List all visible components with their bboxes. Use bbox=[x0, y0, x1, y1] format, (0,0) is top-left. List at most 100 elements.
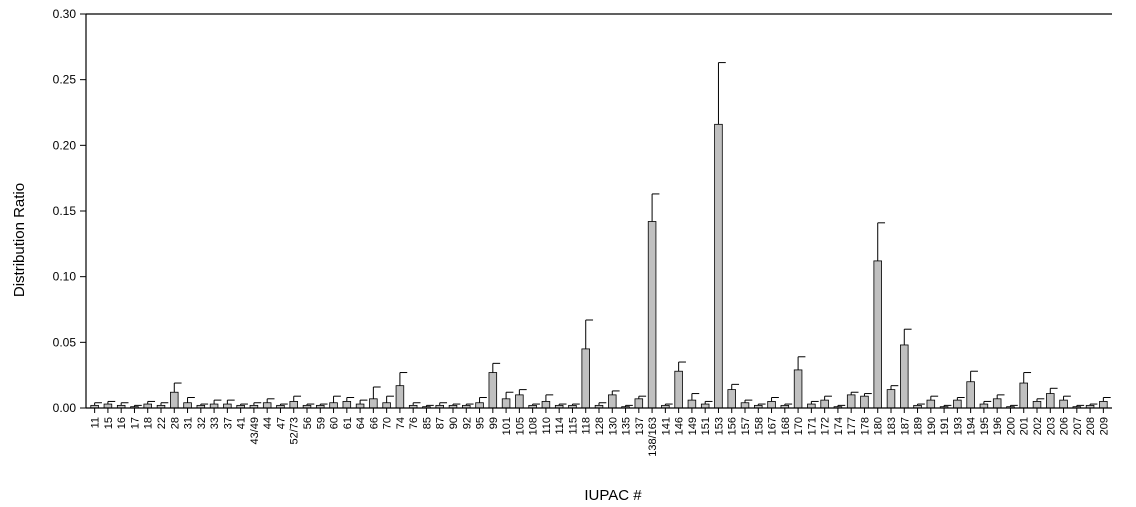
bar bbox=[488, 372, 498, 409]
bar bbox=[873, 260, 882, 409]
bar bbox=[515, 394, 524, 409]
x-tick-label: 32 bbox=[196, 417, 208, 429]
bars-layer bbox=[90, 123, 1108, 409]
x-tick-label: 151 bbox=[700, 417, 712, 435]
x-tick-label: 201 bbox=[1019, 417, 1031, 435]
y-tick-label: 0.15 bbox=[53, 204, 77, 218]
bar bbox=[674, 370, 683, 409]
x-ticks: 11 15 16 17 18 22 28 31 32 33 37 41 43/49 44 47 52/73 56… bbox=[90, 408, 1110, 457]
x-tick-label: 118 bbox=[581, 417, 593, 435]
x-tick-label: 90 bbox=[448, 417, 460, 429]
x-tick-label: 85 bbox=[421, 417, 433, 429]
bar bbox=[992, 398, 1002, 409]
x-tick-label: 33 bbox=[209, 417, 221, 429]
bar bbox=[183, 402, 192, 409]
bar bbox=[740, 402, 750, 409]
x-tick-label: 171 bbox=[806, 417, 818, 435]
y-tick-label: 0.05 bbox=[53, 335, 77, 349]
x-tick-label: 206 bbox=[1059, 417, 1071, 435]
x-tick-label: 105 bbox=[514, 417, 526, 435]
x-tick-label: 17 bbox=[129, 417, 141, 429]
x-tick-label: 108 bbox=[528, 417, 540, 435]
x-tick-label: 11 bbox=[90, 417, 102, 428]
x-tick-label: 172 bbox=[820, 417, 832, 435]
x-tick-label: 203 bbox=[1045, 417, 1057, 435]
bar bbox=[953, 399, 962, 409]
x-tick-label: 37 bbox=[222, 417, 234, 429]
x-tick-label: 167 bbox=[767, 417, 779, 435]
x-tick-label: 149 bbox=[687, 417, 699, 435]
x-tick-label: 195 bbox=[979, 417, 991, 435]
bar bbox=[714, 123, 723, 409]
error-bars-layer bbox=[94, 62, 1111, 407]
x-tick-label: 61 bbox=[342, 417, 354, 429]
bar bbox=[860, 395, 869, 409]
x-tick-label: 41 bbox=[236, 417, 248, 429]
axes-layer bbox=[85, 13, 1112, 409]
bar bbox=[900, 344, 909, 409]
bar bbox=[1019, 382, 1028, 409]
y-ticks: 0.00 0.05 0.10 0.15 0.20 0.25 0.30 bbox=[53, 7, 86, 415]
x-tick-label: 115 bbox=[567, 417, 579, 435]
bar bbox=[608, 394, 617, 409]
x-tick-label: 56 bbox=[302, 417, 314, 429]
x-tick-label: 44 bbox=[262, 417, 274, 429]
x-tick-label: 193 bbox=[952, 417, 964, 435]
y-tick-label: 0.10 bbox=[53, 270, 77, 284]
x-tick-label: 153 bbox=[713, 417, 725, 435]
bar bbox=[581, 348, 590, 409]
bar bbox=[541, 401, 551, 409]
bar bbox=[687, 399, 697, 409]
x-tick-label: 138/163 bbox=[647, 417, 659, 457]
x-tick-label: 170 bbox=[793, 417, 805, 435]
x-tick-label: 200 bbox=[1005, 417, 1017, 435]
bar bbox=[342, 401, 352, 409]
x-tick-label: 128 bbox=[594, 417, 606, 435]
x-tick-label: 43/49 bbox=[249, 417, 261, 445]
x-tick-label: 47 bbox=[275, 417, 287, 429]
x-tick-label: 187 bbox=[899, 417, 911, 435]
x-tick-label: 52/73 bbox=[289, 417, 301, 445]
x-tick-label: 141 bbox=[660, 417, 672, 435]
y-tick-label: 0.00 bbox=[53, 401, 77, 415]
x-tick-label: 110 bbox=[541, 417, 553, 435]
x-tick-label: 16 bbox=[116, 417, 128, 429]
bar bbox=[382, 402, 391, 409]
x-tick-label: 76 bbox=[408, 417, 420, 429]
x-tick-label: 22 bbox=[156, 417, 168, 429]
x-tick-label: 190 bbox=[926, 417, 938, 435]
x-tick-label: 15 bbox=[103, 417, 115, 429]
bar bbox=[966, 381, 975, 409]
bar bbox=[329, 402, 338, 409]
bar bbox=[886, 389, 896, 409]
y-tick-label: 0.30 bbox=[53, 7, 77, 21]
x-tick-label: 101 bbox=[501, 417, 513, 435]
y-axis-title: Distribution Ratio bbox=[11, 183, 28, 297]
x-tick-label: 168 bbox=[780, 417, 792, 435]
bar bbox=[475, 402, 484, 409]
x-tick-label: 178 bbox=[859, 417, 871, 435]
x-tick-label: 202 bbox=[1032, 417, 1044, 435]
x-tick-label: 135 bbox=[621, 417, 633, 435]
bar bbox=[262, 402, 272, 409]
x-tick-label: 60 bbox=[329, 417, 341, 429]
y-tick-label: 0.25 bbox=[53, 73, 77, 87]
x-tick-label: 95 bbox=[475, 417, 487, 429]
bar bbox=[1032, 401, 1042, 409]
bar bbox=[501, 398, 511, 409]
x-tick-label: 99 bbox=[488, 417, 500, 429]
x-tick-label: 66 bbox=[368, 417, 380, 429]
x-tick-label: 74 bbox=[395, 417, 407, 429]
x-tick-label: 59 bbox=[315, 417, 327, 429]
x-tick-label: 114 bbox=[554, 417, 566, 435]
x-tick-label: 137 bbox=[634, 417, 646, 435]
bar bbox=[647, 221, 657, 409]
x-tick-label: 177 bbox=[846, 417, 858, 435]
bar bbox=[289, 401, 298, 409]
x-tick-label: 157 bbox=[740, 417, 752, 435]
x-tick-label: 64 bbox=[355, 417, 367, 429]
x-axis-title: IUPAC # bbox=[584, 487, 642, 504]
bar bbox=[369, 398, 378, 409]
x-tick-label: 70 bbox=[382, 417, 394, 429]
